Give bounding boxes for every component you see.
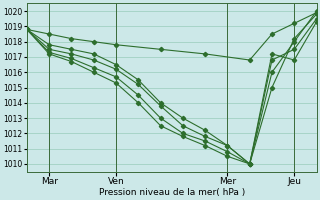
X-axis label: Pression niveau de la mer( hPa ): Pression niveau de la mer( hPa ): [99, 188, 245, 197]
